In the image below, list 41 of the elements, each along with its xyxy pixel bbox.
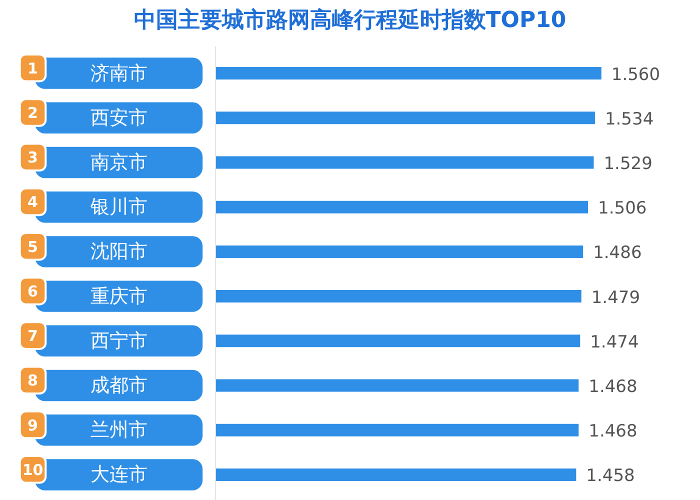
bar [216,156,594,169]
text: 5 [28,238,38,256]
text: 10 [22,460,44,479]
text: 1 [28,59,38,78]
y-tick-label: 重庆市 [90,285,148,308]
text: 6 [28,282,38,300]
bar [216,67,602,80]
data-label: 1.506 [598,198,647,219]
y-tick-label: 成都市 [90,374,148,397]
data-label: 1.560 [611,64,660,85]
text: 9 [28,416,38,434]
y-tick-label: 西安市 [90,106,148,129]
data-label: 1.534 [604,109,654,130]
text: 4 [28,193,38,212]
bar [216,112,595,124]
data-label: 1.474 [590,332,639,352]
data-label: 1.458 [586,466,635,486]
text: 2 [28,104,38,122]
y-tick-label: 南京市 [90,151,148,174]
data-label: 1.468 [588,422,638,442]
data-label: 1.529 [604,154,652,174]
data-label: 1.479 [591,288,640,308]
bar [216,379,579,392]
chart-title: 中国主要城市路网高峰行程延时指数TOP10 [134,6,566,35]
data-label: 1.486 [593,243,642,264]
text: 7 [28,327,38,346]
bar [216,200,588,214]
y-tick-label: 兰州市 [90,419,148,442]
bar [216,334,580,348]
bar [216,290,582,303]
y-tick-label: 大连市 [90,464,148,486]
y-tick-label: 西宁市 [90,330,148,352]
y-tick-label: 济南市 [90,62,148,84]
y-tick-label: 沈阳市 [90,240,148,263]
bar [216,424,579,436]
bar [216,245,584,258]
y-tick-label: 银川市 [89,196,148,218]
data-label: 1.468 [588,377,638,398]
text: 3 [28,148,38,167]
bar [216,468,576,481]
text: 8 [28,372,38,390]
